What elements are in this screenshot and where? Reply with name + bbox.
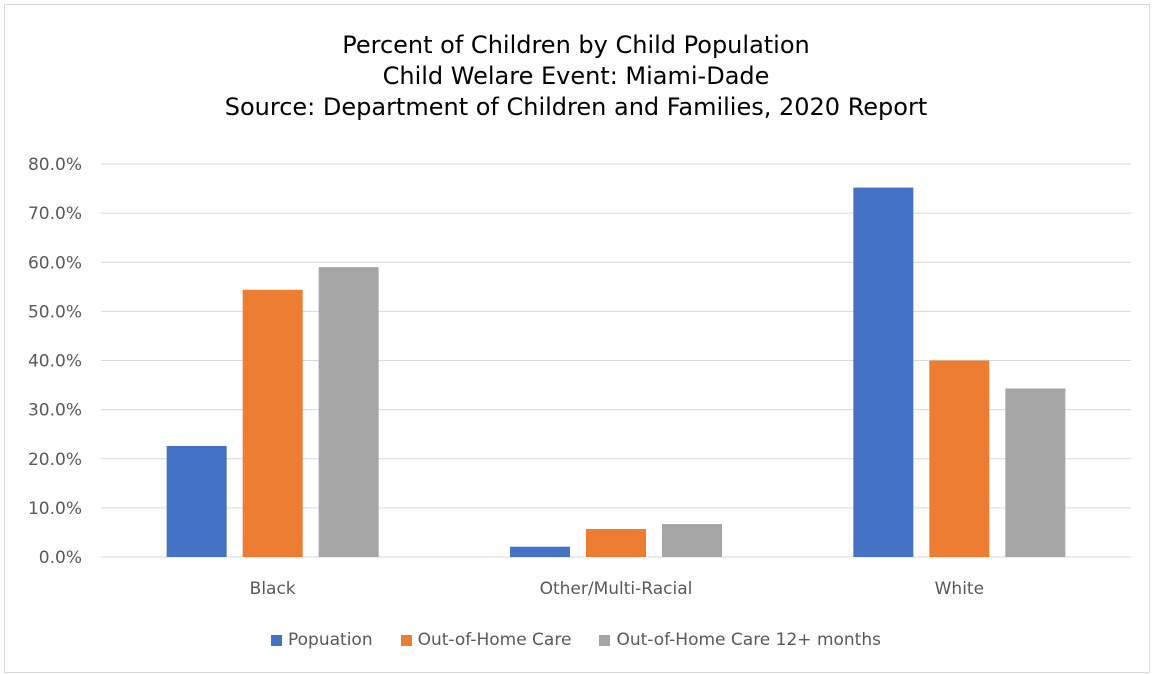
bar (510, 546, 570, 557)
legend-item-population: Popuation (271, 630, 373, 650)
bar (662, 524, 722, 557)
bar (1005, 388, 1066, 557)
bar (242, 289, 303, 557)
x-tick-label: Other/Multi-Racial (540, 579, 693, 599)
y-tick-label: 70.0% (28, 204, 82, 224)
y-tick-label: 20.0% (28, 450, 82, 470)
y-tick-label: 30.0% (28, 401, 82, 421)
chart-frame (4, 4, 1150, 673)
legend-swatch-population (271, 634, 282, 646)
chart-title: Percent of Children by Child Population … (0, 30, 1152, 123)
chart-title-line-1: Percent of Children by Child Population (342, 31, 810, 59)
legend-label-out-of-home-care: Out-of-Home Care (417, 630, 572, 650)
chart-legend: Popuation Out-of-Home Care Out-of-Home C… (0, 630, 1152, 650)
bar (853, 187, 914, 557)
legend-label-out-of-home-care-12-months: Out-of-Home Care 12+ months (616, 630, 881, 650)
bar (318, 267, 379, 557)
bar (166, 445, 227, 557)
legend-label-population: Popuation (288, 630, 373, 650)
y-tick-label: 50.0% (28, 302, 82, 322)
legend-item-out-of-home-care: Out-of-Home Care (400, 630, 572, 650)
x-tick-label: Black (250, 579, 296, 599)
bar (929, 360, 990, 557)
y-tick-label: 40.0% (28, 352, 82, 372)
y-tick-label: 60.0% (28, 253, 82, 273)
legend-swatch-out-of-home-care-12-months (599, 634, 611, 646)
y-tick-label: 80.0% (28, 155, 82, 175)
chart-title-line-2: Child Welare Event: Miami-Dade (382, 62, 770, 90)
chart-title-line-3: Source: Department of Children and Famil… (224, 93, 928, 121)
x-tick-label: White (935, 579, 984, 599)
bar (586, 528, 646, 557)
legend-item-out-of-home-care-12-months: Out-of-Home Care 12+ months (599, 630, 881, 650)
legend-swatch-out-of-home-care (400, 634, 412, 646)
y-tick-label: 10.0% (28, 499, 82, 519)
y-tick-label: 0.0% (39, 548, 82, 568)
